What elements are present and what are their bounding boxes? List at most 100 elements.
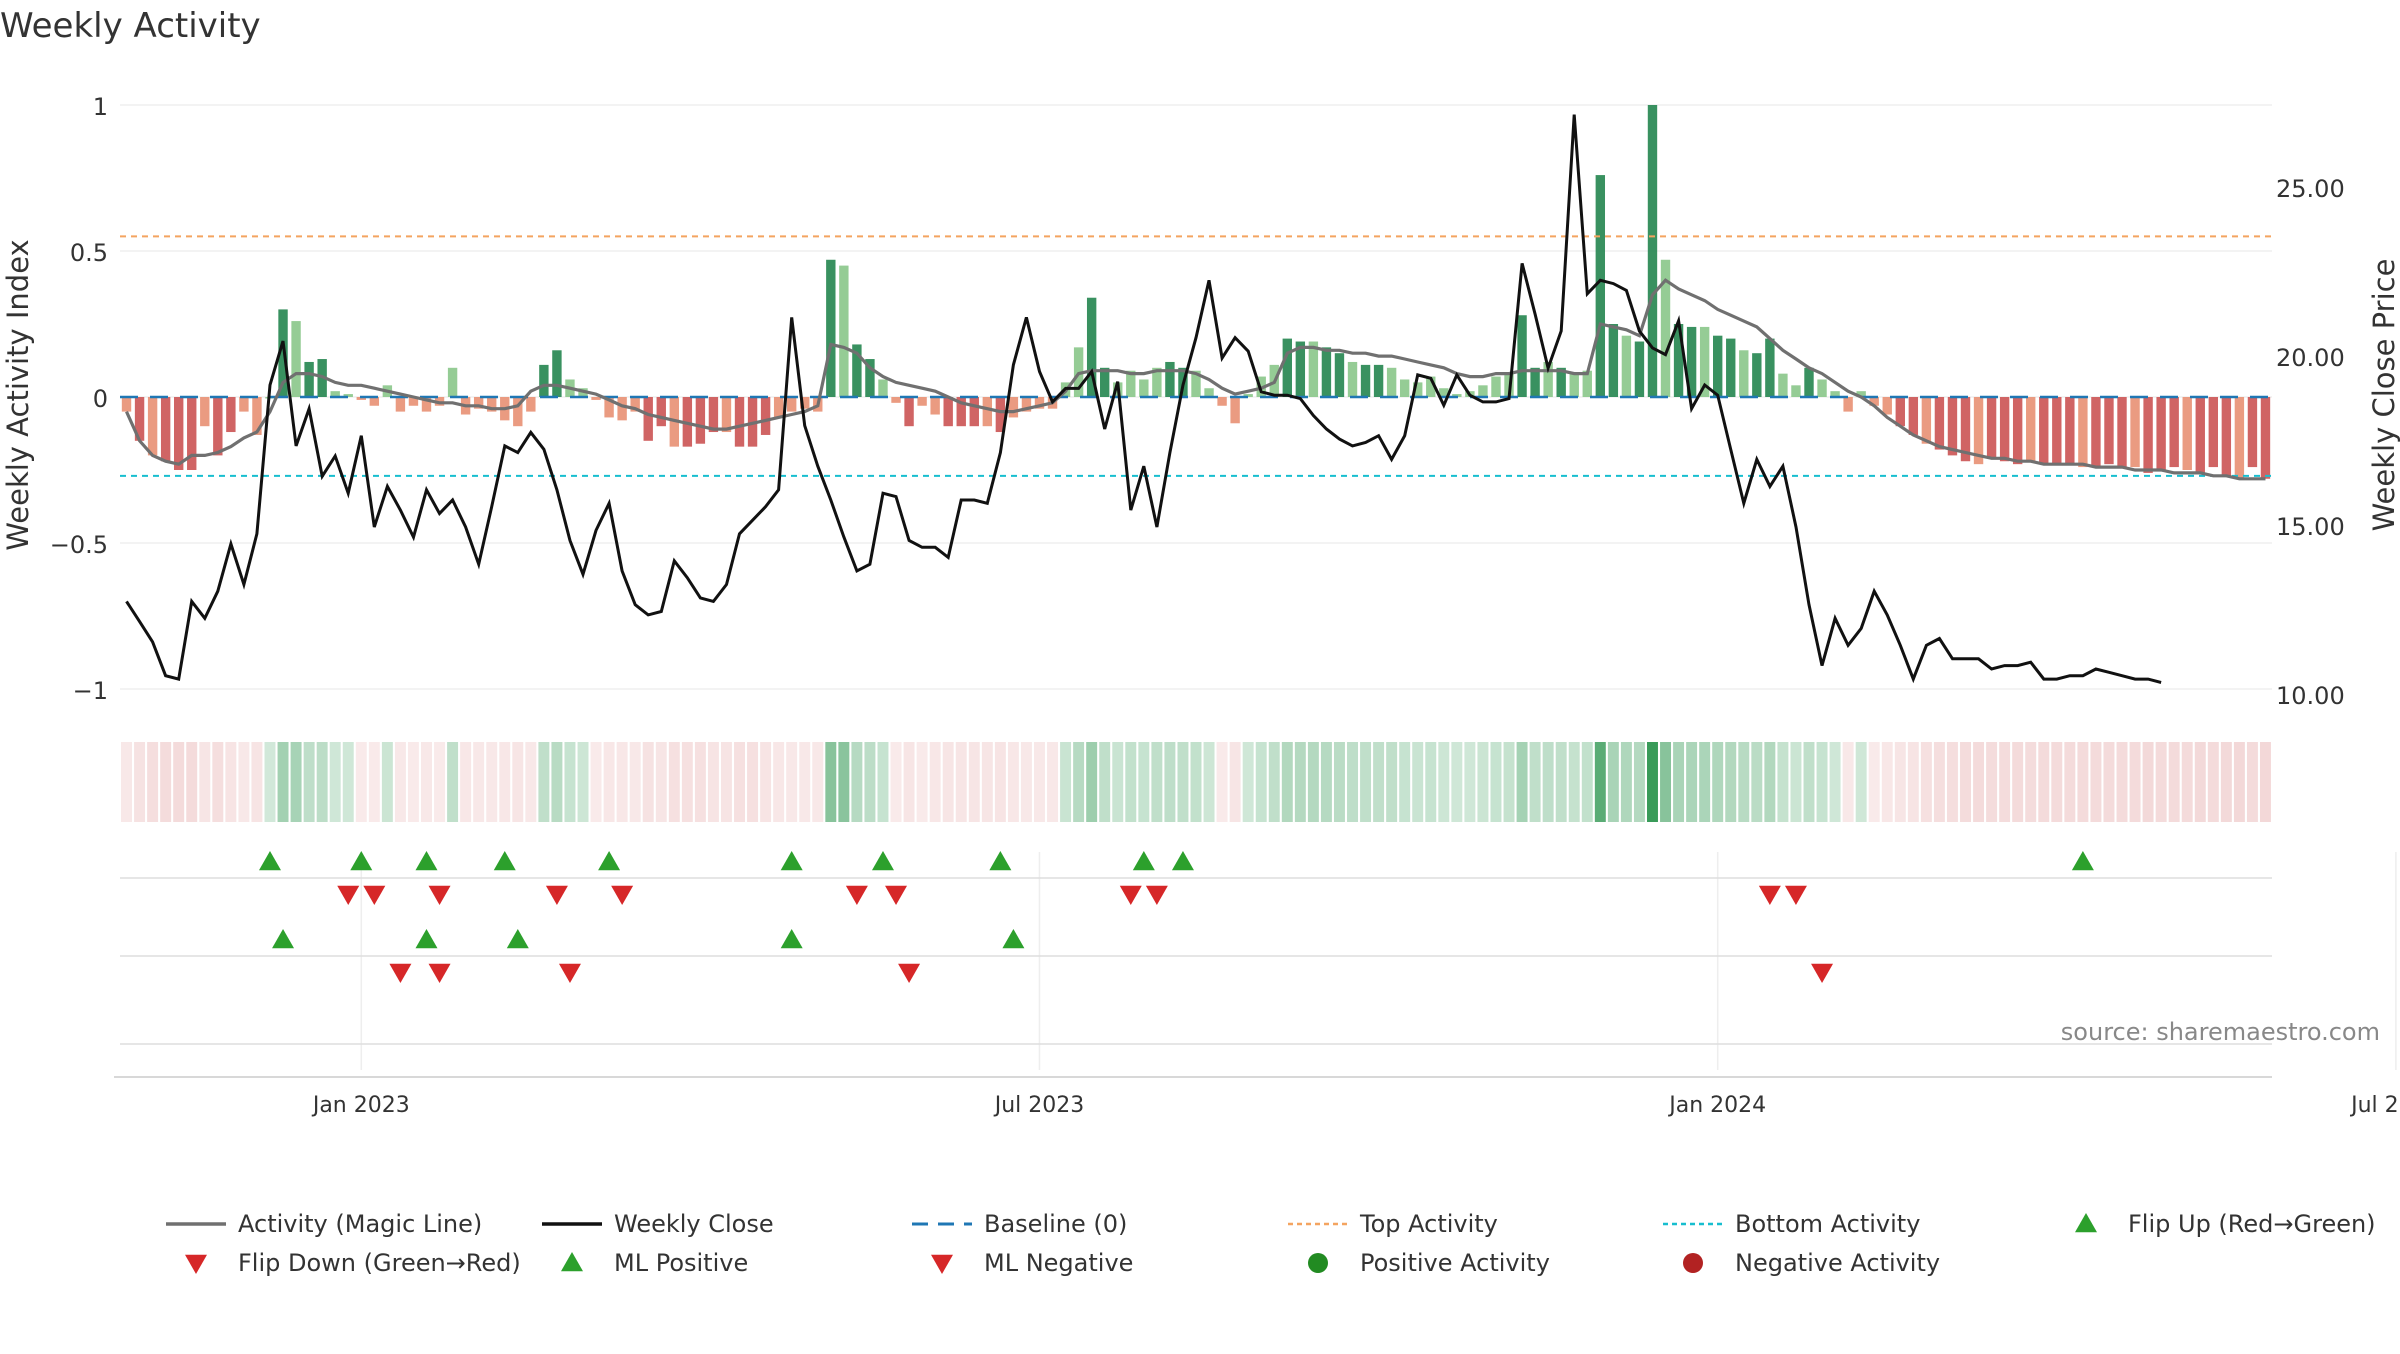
- heat-band-cell: [1894, 742, 1906, 822]
- legend-item: Positive Activity: [1308, 1249, 1550, 1277]
- heat-band-cell: [1907, 742, 1919, 822]
- heat-band-cell: [734, 742, 745, 822]
- heat-band-cell: [2103, 742, 2115, 822]
- activity-bar: [408, 397, 419, 406]
- activity-bar: [656, 397, 666, 427]
- flip-up-marker: [1132, 851, 1155, 871]
- heat-band-cell: [2090, 742, 2102, 822]
- activity-bar: [591, 397, 601, 400]
- activity-bar: [2052, 397, 2062, 465]
- heat-band-cell: [394, 742, 406, 822]
- activity-bar: [1295, 341, 1306, 397]
- ml-positive-marker: [415, 929, 438, 949]
- heat-band-cell: [121, 742, 132, 822]
- y-tick-label-right: 25.00: [2276, 175, 2345, 203]
- heat-band-cell: [655, 742, 667, 822]
- activity-bar: [630, 397, 640, 412]
- legend-label: Positive Activity: [1360, 1249, 1550, 1277]
- activity-bar: [1830, 391, 1840, 397]
- heat-band-cell: [694, 742, 706, 822]
- heat-band-cell: [1542, 742, 1554, 822]
- activity-bar: [1739, 350, 1749, 397]
- flip-up-marker: [780, 851, 803, 871]
- legend-label: Weekly Close: [614, 1210, 774, 1238]
- activity-bar: [1243, 394, 1253, 397]
- activity-bar: [1008, 397, 1019, 418]
- heat-band-cell: [225, 742, 237, 822]
- flip-down-marker: [337, 885, 360, 905]
- flip-down-marker: [545, 885, 568, 905]
- activity-bar: [356, 397, 366, 400]
- heat-band-cell: [1751, 742, 1763, 822]
- heat-band-cell: [1725, 742, 1737, 822]
- y-tick-label-left: 0: [93, 385, 108, 413]
- grid-layer: [120, 104, 2397, 1070]
- legend-item: Top Activity: [1288, 1210, 1498, 1238]
- heat-band-cell: [1973, 742, 1985, 822]
- heat-band-cell: [1829, 742, 1841, 822]
- activity-bar: [1856, 391, 1866, 397]
- heat-band-cell: [1086, 742, 1098, 822]
- heat-band-cell: [473, 742, 485, 822]
- heat-band-cell: [1099, 742, 1111, 822]
- activity-bar: [1999, 397, 2010, 462]
- heat-band-cell: [2077, 742, 2089, 822]
- activity-bar: [956, 397, 966, 427]
- flip-up-marker: [350, 851, 373, 871]
- heat-band-cell: [603, 742, 615, 822]
- flip-down-marker: [428, 885, 451, 905]
- heat-band-cell: [1777, 742, 1789, 822]
- legend-swatch-down-triangle: [185, 1254, 207, 1274]
- activity-bar: [395, 397, 406, 412]
- heat-band-cell: [2260, 742, 2271, 822]
- activity-bar: [1895, 397, 1905, 427]
- legend-item: Negative Activity: [1683, 1249, 1940, 1277]
- ml-positive-marker: [780, 929, 803, 949]
- legend-label: Negative Activity: [1735, 1249, 1940, 1277]
- activity-bar: [2039, 397, 2049, 465]
- heat-band-cell: [1620, 742, 1632, 822]
- heat-band-cell: [1347, 742, 1358, 822]
- heat-band-cell: [1920, 742, 1932, 822]
- heat-band-cell: [1960, 742, 1971, 822]
- heat-band-cell: [942, 742, 954, 822]
- activity-bar: [2143, 397, 2153, 473]
- activity-bar: [1699, 326, 1710, 397]
- heat-band-cell: [1399, 742, 1411, 822]
- activity-bar: [1517, 315, 1527, 397]
- activity-bar: [1882, 397, 1892, 415]
- flip-down-marker: [885, 885, 908, 905]
- heat-band-cell: [1555, 742, 1567, 822]
- heat-band-cell: [421, 742, 432, 822]
- heat-band-cell: [707, 742, 719, 822]
- activity-bar: [173, 397, 184, 470]
- heat-band-cell: [1868, 742, 1880, 822]
- ml-negative-marker: [898, 963, 921, 983]
- activity-bar: [878, 379, 888, 397]
- magic-line-series: [125, 278, 2266, 481]
- heat-band-cell: [538, 742, 550, 822]
- legend-item: Activity (Magic Line): [166, 1210, 482, 1238]
- heat-band-cell: [1490, 742, 1502, 822]
- activity-bar: [904, 397, 914, 427]
- heat-band-cell: [2194, 742, 2206, 822]
- heat-band-cell: [173, 742, 185, 822]
- activity-bar: [2260, 397, 2271, 479]
- heat-band-cell: [2233, 742, 2245, 822]
- flip-down-marker: [1758, 885, 1781, 905]
- heat-band-cell: [2207, 742, 2219, 822]
- lines-layer: [120, 114, 2272, 684]
- flip-up-marker: [493, 851, 516, 871]
- activity-bar: [1308, 341, 1319, 397]
- x-tick-label: Jan 2023: [311, 1093, 410, 1118]
- heat-band-cell: [381, 742, 393, 822]
- activity-bar: [304, 361, 314, 397]
- heat-band-cell: [1660, 742, 1672, 822]
- activity-bar: [187, 397, 197, 470]
- activity-bar: [643, 397, 653, 441]
- activity-bar: [1373, 364, 1384, 397]
- heat-band-cell: [1047, 742, 1059, 822]
- activity-bar: [1491, 376, 1501, 397]
- flip-down-marker: [845, 885, 868, 905]
- legend-label: Top Activity: [1359, 1210, 1498, 1238]
